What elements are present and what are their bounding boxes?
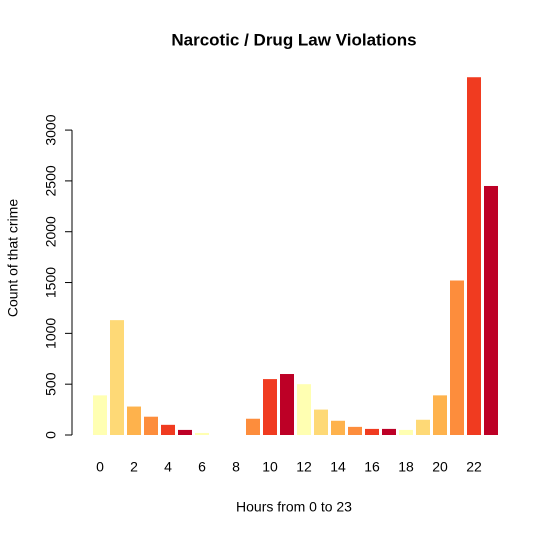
bar bbox=[365, 428, 379, 435]
x-tick-label: 4 bbox=[164, 459, 172, 475]
y-tick-label: 500 bbox=[43, 372, 59, 396]
x-tick-label: 12 bbox=[296, 459, 312, 475]
bar bbox=[399, 429, 413, 435]
bar bbox=[195, 432, 209, 435]
bar bbox=[297, 384, 311, 435]
bar bbox=[433, 395, 447, 435]
bar bbox=[93, 395, 107, 435]
bar bbox=[110, 320, 124, 435]
bar bbox=[161, 424, 175, 435]
x-tick-label: 20 bbox=[432, 459, 448, 475]
chart-title: Narcotic / Drug Law Violations bbox=[171, 30, 416, 49]
bar bbox=[382, 428, 396, 435]
y-axis-label: Count of that crime bbox=[5, 199, 21, 317]
bar bbox=[127, 406, 141, 435]
x-tick-label: 18 bbox=[398, 459, 414, 475]
bar bbox=[467, 77, 481, 436]
y-tick-label: 3000 bbox=[43, 114, 59, 145]
bar bbox=[144, 416, 158, 435]
x-tick-label: 0 bbox=[96, 459, 104, 475]
x-tick-label: 8 bbox=[232, 459, 240, 475]
y-tick-label: 1500 bbox=[43, 267, 59, 298]
y-tick-label: 2000 bbox=[43, 216, 59, 247]
x-tick-label: 14 bbox=[330, 459, 346, 475]
y-tick-label: 0 bbox=[43, 431, 59, 439]
x-axis-label: Hours from 0 to 23 bbox=[236, 499, 352, 515]
bar bbox=[314, 409, 328, 435]
bar bbox=[263, 379, 277, 435]
y-tick-label: 1000 bbox=[43, 318, 59, 349]
x-tick-label: 22 bbox=[466, 459, 482, 475]
bar bbox=[246, 418, 260, 435]
bar bbox=[280, 374, 294, 435]
x-tick-label: 16 bbox=[364, 459, 380, 475]
bar bbox=[450, 280, 464, 435]
bar bbox=[348, 426, 362, 435]
bar bbox=[484, 185, 498, 435]
x-tick-label: 2 bbox=[130, 459, 138, 475]
y-tick-label: 2500 bbox=[43, 165, 59, 196]
bar bbox=[416, 419, 430, 435]
bar bbox=[331, 420, 345, 435]
x-tick-label: 10 bbox=[262, 459, 278, 475]
bar bbox=[178, 429, 192, 435]
x-tick-label: 6 bbox=[198, 459, 206, 475]
